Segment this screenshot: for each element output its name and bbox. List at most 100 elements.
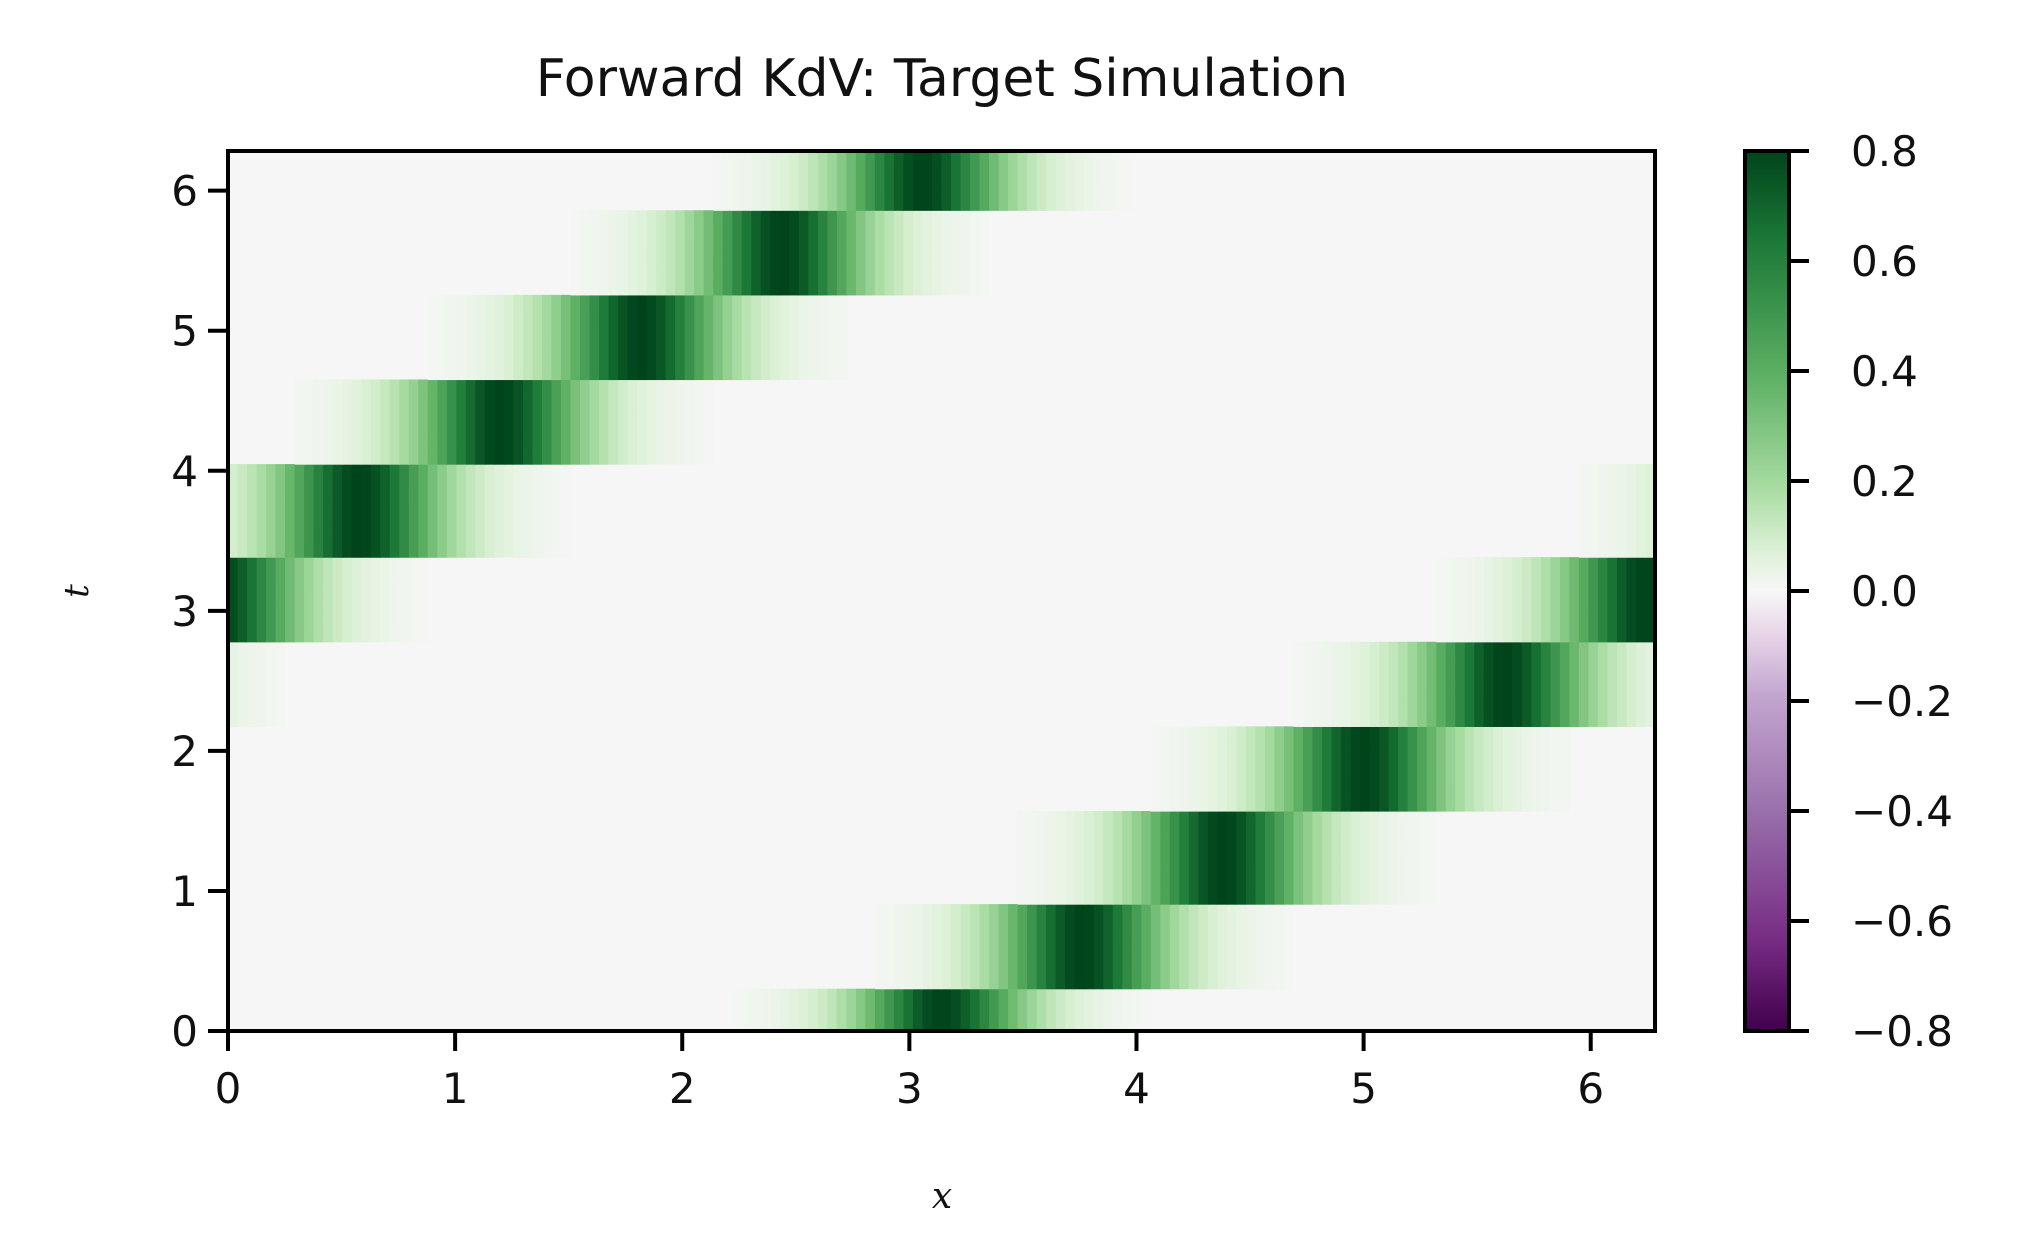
heatmap-cell (941, 946, 952, 956)
heatmap-cell (1027, 929, 1038, 939)
heatmap-cell (1512, 574, 1523, 584)
heatmap-cell (1112, 184, 1123, 194)
heatmap-cell (1207, 878, 1218, 888)
heatmap-cell (228, 607, 239, 617)
heatmap-cell (437, 514, 448, 524)
heatmap-cell (1474, 692, 1485, 702)
heatmap-cell (1103, 980, 1114, 990)
heatmap-cell (1036, 176, 1047, 186)
heatmap-cell (560, 548, 572, 558)
heatmap-cell (266, 624, 277, 634)
heatmap-cell (465, 320, 476, 330)
heatmap-cell (351, 565, 362, 575)
heatmap-cell (1379, 802, 1390, 812)
heatmap-cell (989, 159, 1000, 169)
heatmap-cell (494, 447, 505, 457)
heatmap-cell (1093, 836, 1104, 846)
heatmap-cell (1245, 853, 1257, 863)
heatmap-cell (998, 193, 1009, 203)
heatmap-cell (1341, 675, 1352, 685)
heatmap-cell (513, 362, 524, 372)
heatmap-cell (1531, 726, 1542, 736)
heatmap-cell (1179, 895, 1190, 905)
heatmap-cell (703, 286, 714, 296)
heatmap-cell (532, 481, 543, 491)
heatmap-cell (732, 371, 743, 381)
heatmap-cell (1483, 650, 1494, 660)
heatmap-cell (608, 303, 619, 313)
heatmap-cell (1464, 624, 1475, 634)
heatmap-cell (1179, 743, 1190, 753)
heatmap-cell (1303, 641, 1314, 651)
heatmap-cell (855, 167, 866, 177)
heatmap-cell (1635, 624, 1647, 634)
heatmap-cell (1226, 811, 1238, 821)
heatmap-cell (1398, 827, 1409, 837)
heatmap-cell (323, 396, 334, 406)
heatmap-cell (1226, 954, 1238, 964)
heatmap-cell (1084, 988, 1095, 998)
heatmap-cell (446, 354, 457, 364)
heatmap-cell (770, 328, 781, 338)
heatmap-cell (1093, 1014, 1104, 1024)
heatmap-cell (1645, 675, 1655, 685)
heatmap-cell (399, 421, 410, 431)
heatmap-cell (1635, 557, 1647, 567)
heatmap-cell (1436, 751, 1447, 761)
heatmap-cell (494, 523, 505, 533)
heatmap-cell (665, 269, 676, 279)
heatmap-cell (1607, 616, 1618, 626)
heatmap-cell (351, 591, 362, 601)
heatmap-cell (1398, 870, 1409, 880)
heatmap-cell (513, 438, 524, 448)
heatmap-cell (1027, 980, 1038, 990)
heatmap-cell (237, 574, 248, 584)
heatmap-cell (884, 946, 895, 956)
heatmap-cell (912, 193, 924, 203)
heatmap-cell (551, 548, 562, 558)
heatmap-cell (1407, 760, 1418, 770)
heatmap-cell (1150, 751, 1161, 761)
heatmap-cell (1455, 658, 1466, 668)
heatmap-cell (313, 481, 324, 491)
heatmap-cell (1046, 836, 1057, 846)
heatmap-cell (951, 176, 962, 186)
heatmap-cell (827, 286, 838, 296)
heatmap-cell (332, 438, 343, 448)
heatmap-cell (1312, 811, 1323, 821)
heatmap-cell (903, 904, 914, 914)
heatmap-cell (532, 472, 543, 482)
heatmap-cell (380, 379, 391, 389)
heatmap-cell (798, 227, 809, 237)
heatmap-cell (1645, 658, 1655, 668)
heatmap-cell (1312, 802, 1323, 812)
heatmap-cell (846, 210, 857, 220)
heatmap-cell (1521, 760, 1532, 770)
heatmap-cell (1207, 895, 1218, 905)
heatmap-cell (1017, 980, 1028, 990)
heatmap-cell (494, 540, 505, 550)
heatmap-cell (342, 616, 353, 626)
heatmap-cell (1578, 709, 1589, 719)
heatmap-cell (1341, 709, 1352, 719)
heatmap-cell (713, 354, 724, 364)
heatmap-cell (551, 497, 562, 507)
heatmap-cell (722, 354, 733, 364)
heatmap-cell (608, 345, 619, 355)
heatmap-cell (1388, 675, 1399, 685)
heatmap-cell (1065, 937, 1076, 947)
heatmap-cell (1264, 760, 1276, 770)
heatmap-cell (408, 489, 419, 499)
heatmap-cell (675, 269, 686, 279)
heatmap-cell (817, 269, 828, 279)
heatmap-cell (1074, 912, 1085, 922)
heatmap-cell (941, 904, 952, 914)
heatmap-cell (960, 201, 971, 211)
heatmap-cell (380, 565, 391, 575)
heatmap-cell (1540, 684, 1551, 694)
heatmap-cell (1540, 616, 1551, 626)
heatmap-cell (256, 548, 267, 558)
heatmap-cell (579, 362, 591, 372)
heatmap-cell (475, 489, 486, 499)
heatmap-cell (1483, 717, 1494, 727)
